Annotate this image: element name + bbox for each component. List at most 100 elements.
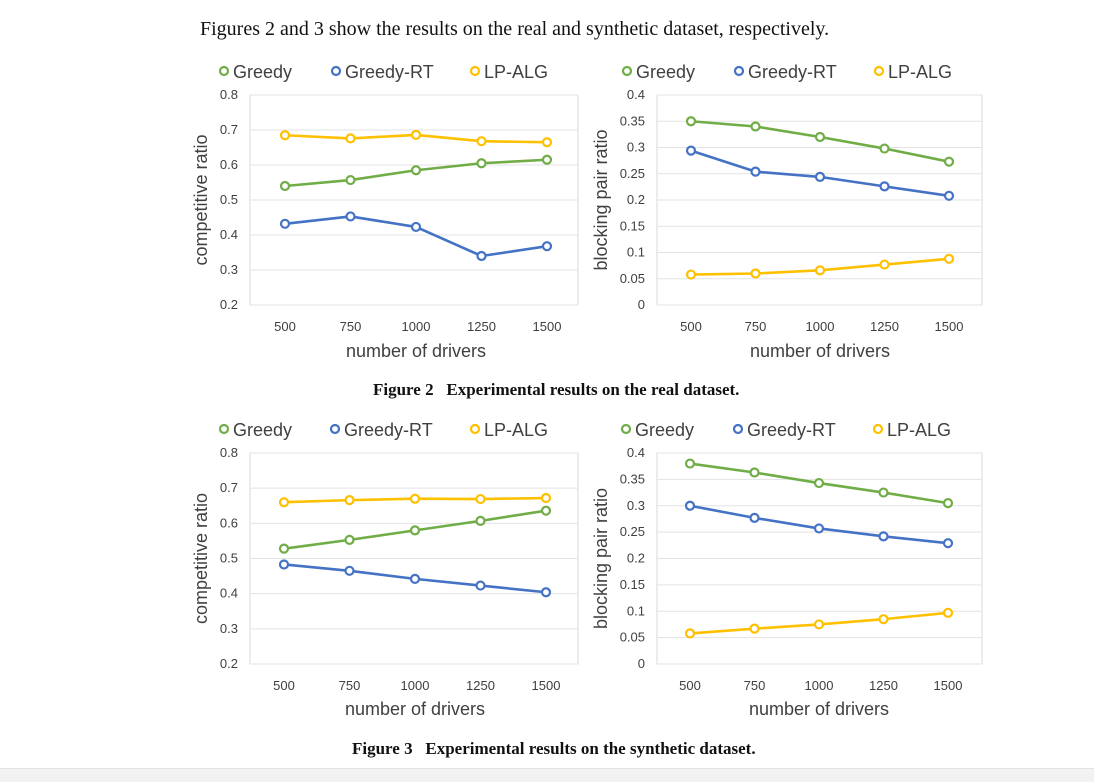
data-point-lp-alg <box>409 493 421 504</box>
data-point-lp-alg <box>749 623 760 634</box>
x-tick-label: 1000 <box>805 678 834 693</box>
legend-marker-greedy <box>621 65 633 77</box>
y-tick-label: 0.5 <box>220 192 238 207</box>
y-tick-label: 0.25 <box>620 166 645 181</box>
legend-marker-greedy-rt <box>732 423 744 435</box>
legend-label-lp-alg: LP-ALG <box>484 420 548 440</box>
y-axis-label: blocking pair ratio <box>591 129 611 270</box>
intro-paragraph: Figures 2 and 3 show the results on the … <box>200 18 830 40</box>
y-tick-label: 0.1 <box>627 603 645 618</box>
x-tick-label: 1500 <box>532 678 561 693</box>
data-point-greedy <box>344 534 355 545</box>
x-tick-label: 1500 <box>934 678 963 693</box>
data-point-greedy-rt <box>878 531 889 542</box>
y-tick-label: 0.4 <box>627 445 645 460</box>
data-point-greedy-rt <box>345 211 356 222</box>
x-tick-label: 1250 <box>466 678 495 693</box>
y-tick-label: 0.2 <box>220 656 238 671</box>
figure-3-caption: Figure 3 Experimental results on the syn… <box>352 739 756 759</box>
data-point-greedy-rt <box>278 559 290 570</box>
data-point-greedy-rt <box>813 523 825 534</box>
y-tick-label: 0.2 <box>627 192 645 207</box>
legend-label-lp-alg: LP-ALG <box>887 420 951 440</box>
data-point-greedy <box>409 525 421 536</box>
legend-label-greedy-rt: Greedy-RT <box>344 420 433 440</box>
y-tick-label: 0.7 <box>220 480 238 495</box>
x-tick-label: 1250 <box>870 319 899 334</box>
legend-marker-lp-alg <box>873 65 885 77</box>
data-point-lp-alg <box>813 619 825 630</box>
data-point-greedy-rt <box>685 145 697 156</box>
data-point-greedy-rt <box>409 573 421 584</box>
data-point-lp-alg <box>541 137 553 148</box>
data-point-greedy <box>345 174 356 186</box>
x-axis-label: number of drivers <box>346 341 486 361</box>
data-point-lp-alg <box>345 133 356 144</box>
y-axis-label: competitive ratio <box>191 493 211 624</box>
y-axis-label: blocking pair ratio <box>591 488 611 629</box>
data-point-lp-alg <box>410 129 422 140</box>
data-point-greedy <box>476 158 487 169</box>
legend-label-greedy-rt: Greedy-RT <box>747 420 836 440</box>
legend-marker-greedy <box>218 423 230 435</box>
y-tick-label: 0.8 <box>220 87 238 102</box>
y-tick-label: 0.3 <box>220 621 238 636</box>
data-point-lp-alg <box>540 492 552 504</box>
y-tick-label: 0.4 <box>627 87 645 102</box>
data-point-greedy <box>749 467 760 478</box>
legend-label-greedy: Greedy <box>233 420 292 440</box>
legend-marker-greedy-rt <box>329 423 341 435</box>
y-tick-label: 0.05 <box>620 630 645 645</box>
data-point-greedy <box>278 543 290 554</box>
x-tick-label: 500 <box>273 678 295 693</box>
viewer-bottom-bar <box>0 768 1094 782</box>
chart-2: 0 0.05 0.1 0.15 0.2 0.25 0.3 0.35 0.4 500 750 1000 1… <box>591 62 983 361</box>
x-tick-label: 750 <box>339 678 361 693</box>
y-axis-label: competitive ratio <box>191 134 211 265</box>
legend-marker-lp-alg <box>872 423 884 435</box>
data-point-lp-alg <box>475 493 486 505</box>
x-axis-label: number of drivers <box>750 341 890 361</box>
y-tick-label: 0.6 <box>220 157 238 172</box>
data-point-greedy <box>540 505 552 516</box>
figure-2-label: Figure 2 <box>373 380 434 399</box>
y-tick-label: 0.1 <box>627 245 645 260</box>
legend-marker-lp-alg <box>469 423 481 435</box>
x-tick-label: 1500 <box>935 319 964 334</box>
x-tick-label: 750 <box>745 319 767 334</box>
figure-2-text: Experimental results on the real dataset… <box>446 380 740 399</box>
data-point-lp-alg <box>685 269 697 280</box>
data-point-lp-alg <box>344 495 355 506</box>
data-point-greedy-rt <box>475 580 486 591</box>
data-point-greedy <box>750 121 761 132</box>
y-tick-label: 0 <box>638 297 645 312</box>
legend-marker-greedy <box>620 423 632 435</box>
y-tick-label: 0.05 <box>620 271 645 286</box>
chart-4: 0 0.05 0.1 0.15 0.2 0.25 0.3 0.35 0.4 500 750 1000 1… <box>591 420 983 719</box>
x-tick-label: 750 <box>744 678 766 693</box>
x-tick-label: 1000 <box>401 678 430 693</box>
chart-3: 0.2 0.3 0.4 0.5 0.6 0.7 0.8 500 750 1000 1250 1500 n… <box>191 420 579 719</box>
data-point-greedy-rt <box>814 171 826 182</box>
data-point-lp-alg <box>278 497 290 508</box>
data-point-lp-alg <box>814 265 826 276</box>
y-tick-label: 0.2 <box>220 297 238 312</box>
legend-marker-greedy <box>218 65 230 77</box>
data-point-greedy-rt <box>942 538 954 549</box>
x-tick-label: 500 <box>679 678 701 693</box>
legend-marker-greedy-rt <box>733 65 745 77</box>
y-tick-label: 0.3 <box>220 262 238 277</box>
data-point-greedy-rt <box>541 241 553 252</box>
legend-label-greedy-rt: Greedy-RT <box>345 62 434 82</box>
data-point-greedy <box>684 458 696 469</box>
legend-marker-greedy-rt <box>330 65 342 77</box>
y-tick-label: 0.5 <box>220 551 238 566</box>
y-tick-label: 0.3 <box>627 498 645 513</box>
data-point-greedy <box>942 498 954 509</box>
data-point-greedy-rt <box>476 250 487 262</box>
data-point-greedy-rt <box>410 221 422 233</box>
figure-3-text: Experimental results on the synthetic da… <box>425 739 756 758</box>
data-point-greedy <box>410 165 422 176</box>
figure-3-label: Figure 3 <box>352 739 413 758</box>
